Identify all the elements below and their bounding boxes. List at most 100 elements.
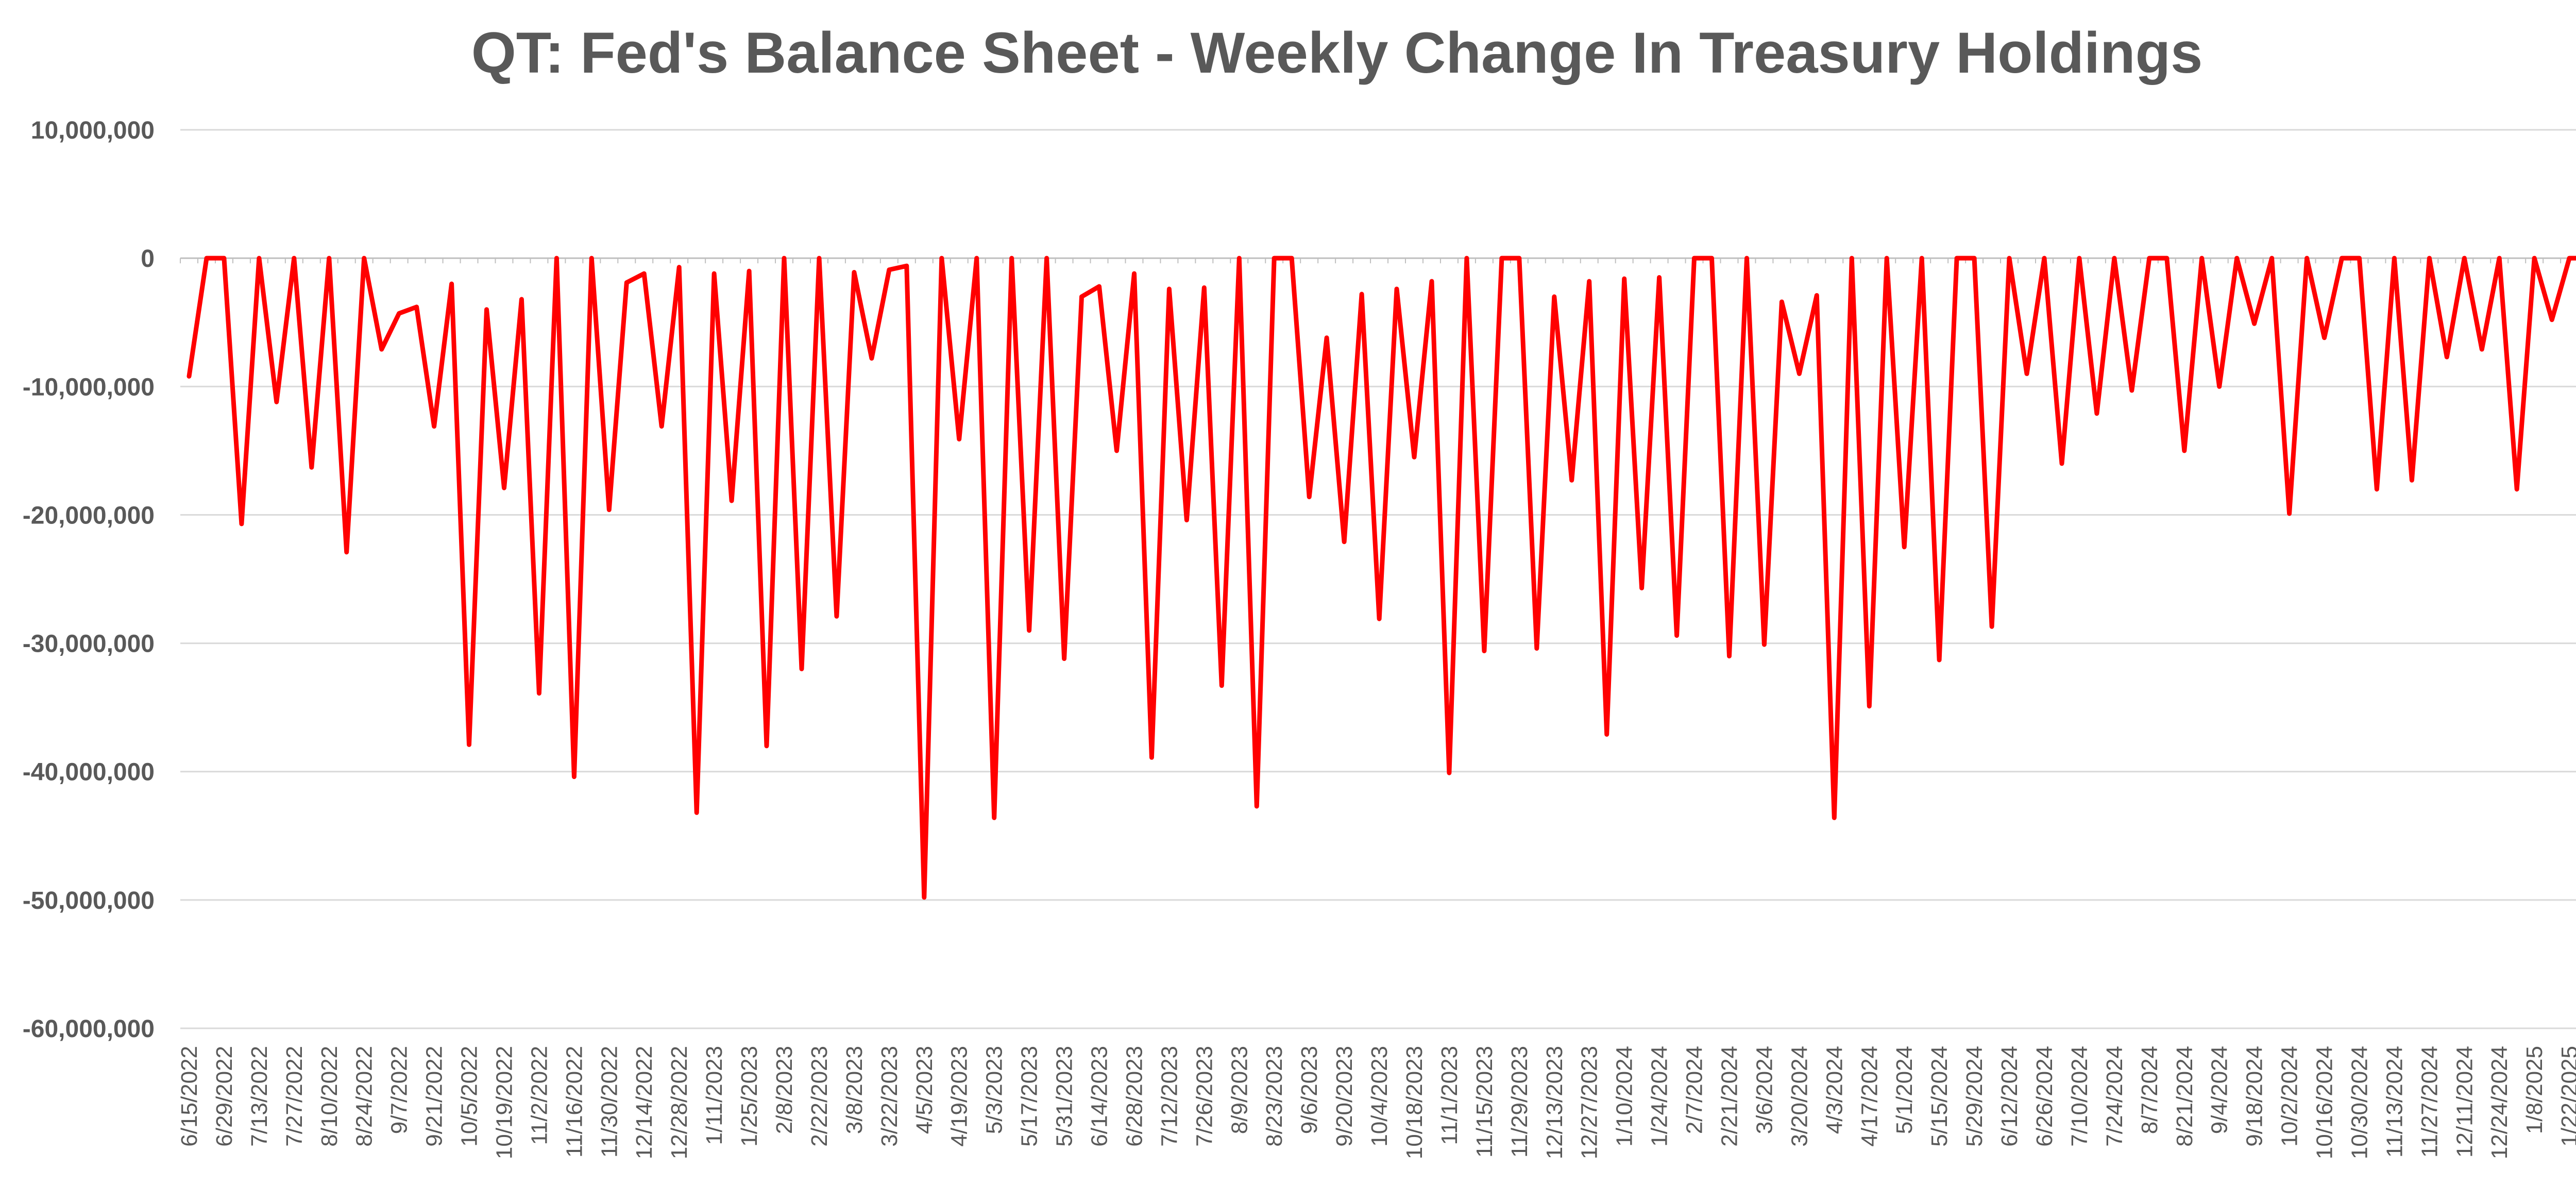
x-tick-label: 6/14/2023 [1087, 1046, 1112, 1147]
x-tick-label: 5/15/2024 [1927, 1046, 1952, 1147]
x-tick-label: 5/3/2023 [982, 1046, 1007, 1134]
x-tick-label: 8/10/2022 [317, 1046, 342, 1147]
data-point [1465, 256, 1469, 260]
x-tick-label: 12/28/2022 [667, 1046, 692, 1159]
data-point [572, 775, 576, 779]
data-point [2480, 347, 2484, 351]
data-point [1990, 624, 1994, 629]
x-tick-label: 11/13/2024 [2382, 1046, 2407, 1158]
data-point [817, 256, 821, 260]
data-point [1062, 656, 1066, 660]
data-point [310, 465, 314, 469]
x-tick-label: 1/25/2023 [737, 1046, 762, 1147]
data-point [1325, 336, 1329, 340]
y-tick-label: -20,000,000 [23, 502, 155, 529]
data-point [2165, 256, 2169, 260]
data-point [292, 256, 296, 260]
x-tick-label: 8/7/2024 [2137, 1046, 2162, 1134]
data-point [1202, 285, 1206, 290]
x-tick-label: 1/24/2024 [1647, 1046, 1672, 1147]
x-tick-label: 9/18/2024 [2242, 1046, 2267, 1147]
data-point [747, 269, 751, 273]
gridlines [180, 129, 2576, 1029]
x-tick-label: 9/21/2022 [422, 1046, 447, 1147]
data-point [1307, 495, 1311, 499]
data-point [659, 425, 664, 429]
data-point [327, 256, 331, 260]
chart-title: QT: Fed's Balance Sheet - Weekly Change … [471, 21, 2203, 85]
x-tick-label: 10/18/2023 [1402, 1046, 1427, 1159]
data-point [2410, 478, 2414, 482]
x-tick-label: 9/20/2023 [1332, 1046, 1357, 1147]
data-point [1045, 256, 1049, 260]
data-point [624, 280, 629, 284]
data-point [1885, 256, 1889, 260]
data-point [1955, 256, 1959, 260]
x-tick-label: 11/2/2022 [527, 1046, 552, 1145]
x-tick-label: 11/27/2024 [2417, 1046, 2442, 1158]
x-tick-label: 5/29/2024 [1962, 1046, 1987, 1147]
data-point [240, 522, 244, 526]
data-point [1290, 256, 1294, 260]
data-point [905, 264, 909, 268]
data-point [1657, 276, 1662, 280]
data-point [519, 297, 523, 301]
y-axis-tick-labels: 10,000,000 0 -10,000,000 -20,000,000 -30,000… [23, 117, 155, 1043]
series-layer [187, 256, 2576, 900]
data-point [2305, 256, 2309, 260]
x-tick-label: 10/30/2024 [2347, 1046, 2372, 1159]
data-point [1587, 279, 1591, 283]
data-point [1010, 256, 1014, 260]
x-tick-label: 4/3/2024 [1822, 1046, 1847, 1134]
data-point [1535, 647, 1539, 651]
data-point [2462, 256, 2466, 260]
data-point [712, 272, 716, 276]
data-point [1815, 293, 1819, 297]
x-tick-label: 8/24/2022 [352, 1046, 377, 1147]
data-point [2042, 256, 2046, 260]
data-point [852, 270, 856, 275]
data-point [1342, 540, 1346, 544]
data-point [2095, 412, 2099, 416]
data-point [537, 691, 541, 696]
data-point [1377, 617, 1381, 621]
y-tick-label: -30,000,000 [23, 631, 155, 658]
data-point [1622, 277, 1626, 281]
data-point [2532, 256, 2536, 260]
data-point [2270, 256, 2274, 260]
data-point [1832, 816, 1836, 820]
data-point [1447, 771, 1451, 775]
x-tick-label: 12/27/2023 [1577, 1046, 1602, 1159]
data-point [1360, 292, 1364, 296]
y-tick-label: -50,000,000 [23, 887, 155, 914]
data-point [1132, 272, 1136, 276]
series-line [187, 256, 2576, 900]
data-point [1797, 371, 1801, 376]
data-point [2287, 512, 2292, 516]
data-point [887, 268, 891, 272]
data-point [782, 256, 786, 260]
data-point [1027, 629, 1031, 633]
x-tick-label: 1/11/2023 [702, 1046, 727, 1145]
y-tick-label: 10,000,000 [31, 117, 155, 144]
data-point [1867, 704, 1871, 708]
data-point [607, 507, 611, 512]
x-tick-label: 6/12/2024 [1997, 1046, 2022, 1147]
data-point [554, 256, 558, 260]
x-tick-label: 6/29/2022 [212, 1046, 237, 1147]
data-point [2340, 256, 2344, 260]
data-point [2392, 256, 2396, 260]
x-tick-label: 1/8/2025 [2522, 1046, 2547, 1134]
data-point [2060, 462, 2064, 466]
data-point [1570, 478, 1574, 482]
data-point [1517, 256, 1521, 260]
x-tick-label: 10/5/2022 [457, 1046, 482, 1147]
x-tick-label: 7/10/2024 [2067, 1046, 2092, 1147]
x-tick-label: 3/22/2023 [877, 1046, 902, 1147]
data-point [1850, 256, 1854, 260]
data-point [2323, 336, 2327, 340]
data-point [2252, 321, 2257, 326]
data-point [1097, 284, 1101, 289]
x-tick-label: 5/31/2023 [1052, 1046, 1077, 1147]
x-tick-label: 4/5/2023 [912, 1046, 937, 1134]
